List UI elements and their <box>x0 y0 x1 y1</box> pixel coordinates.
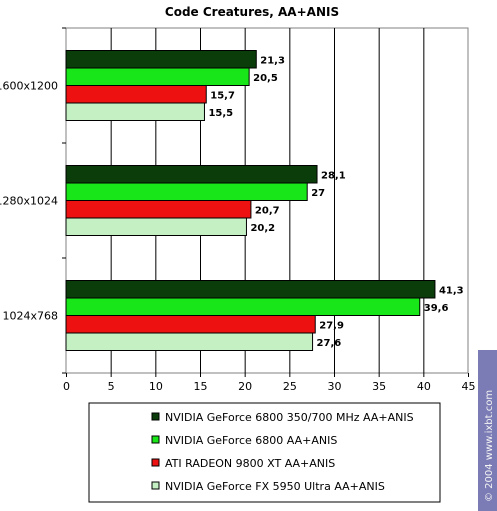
legend-label: NVIDIA GeForce 6800 350/700 MHz AA+ANIS <box>165 411 414 424</box>
x-tick-label: 0 <box>63 380 70 393</box>
category-label: 1280x1024 <box>0 195 58 208</box>
x-tick-label: 10 <box>149 380 163 393</box>
bar <box>65 200 252 219</box>
x-tick-label: 30 <box>328 380 342 393</box>
data-label: 41,3 <box>439 285 464 296</box>
plot-area: 0 5 10 15 20 25 30 35 40 45 1600x1200 21,3 20,5 15,7 1… <box>0 27 476 393</box>
bar <box>65 297 421 316</box>
data-label: 20,5 <box>253 73 278 84</box>
bar <box>65 102 205 121</box>
data-label: 27,6 <box>317 338 342 349</box>
bar <box>65 280 436 299</box>
bar <box>65 332 314 351</box>
chart-title: Code Creatures, AA+ANIS <box>165 5 339 19</box>
bar <box>65 217 247 236</box>
x-tick-label: 25 <box>283 380 297 393</box>
legend-swatch <box>151 435 160 444</box>
data-label: 39,6 <box>424 303 449 314</box>
data-label: 27 <box>311 188 325 199</box>
bar <box>65 85 207 104</box>
data-label: 15,5 <box>208 108 233 119</box>
category-label: 1600x1200 <box>0 80 58 93</box>
data-label: 21,3 <box>260 55 285 66</box>
legend-label: NVIDIA GeForce 6800 AA+ANIS <box>165 434 337 447</box>
x-tick-label: 45 <box>462 380 476 393</box>
x-tick-label: 20 <box>238 380 252 393</box>
x-tick-label: 35 <box>372 380 386 393</box>
bar <box>65 50 257 69</box>
legend-label: ATI RADEON 9800 XT AA+ANIS <box>165 457 335 470</box>
data-label: 27,9 <box>319 320 344 331</box>
x-tick-label: 15 <box>194 380 208 393</box>
x-tick-label: 5 <box>108 380 115 393</box>
data-label: 20,2 <box>250 223 275 234</box>
legend-label: NVIDIA GeForce FX 5950 Ultra AA+ANIS <box>165 480 385 493</box>
legend-swatch <box>151 481 160 490</box>
category-label: 1024x768 <box>3 310 59 323</box>
legend-swatch <box>151 412 160 421</box>
legend-swatch <box>151 458 160 467</box>
data-label: 15,7 <box>210 90 235 101</box>
watermark-text: © 2004 www.ixbt.com <box>484 390 495 502</box>
bar <box>65 67 250 86</box>
bar <box>65 165 318 184</box>
watermark: © 2004 www.ixbt.com <box>478 350 497 511</box>
legend-box <box>88 402 441 503</box>
data-label: 20,7 <box>255 205 280 216</box>
legend: NVIDIA GeForce 6800 350/700 MHz AA+ANIS N… <box>88 402 441 503</box>
bar <box>65 315 316 334</box>
x-tick-label: 40 <box>417 380 431 393</box>
data-label: 28,1 <box>321 170 346 181</box>
bar <box>65 182 308 201</box>
